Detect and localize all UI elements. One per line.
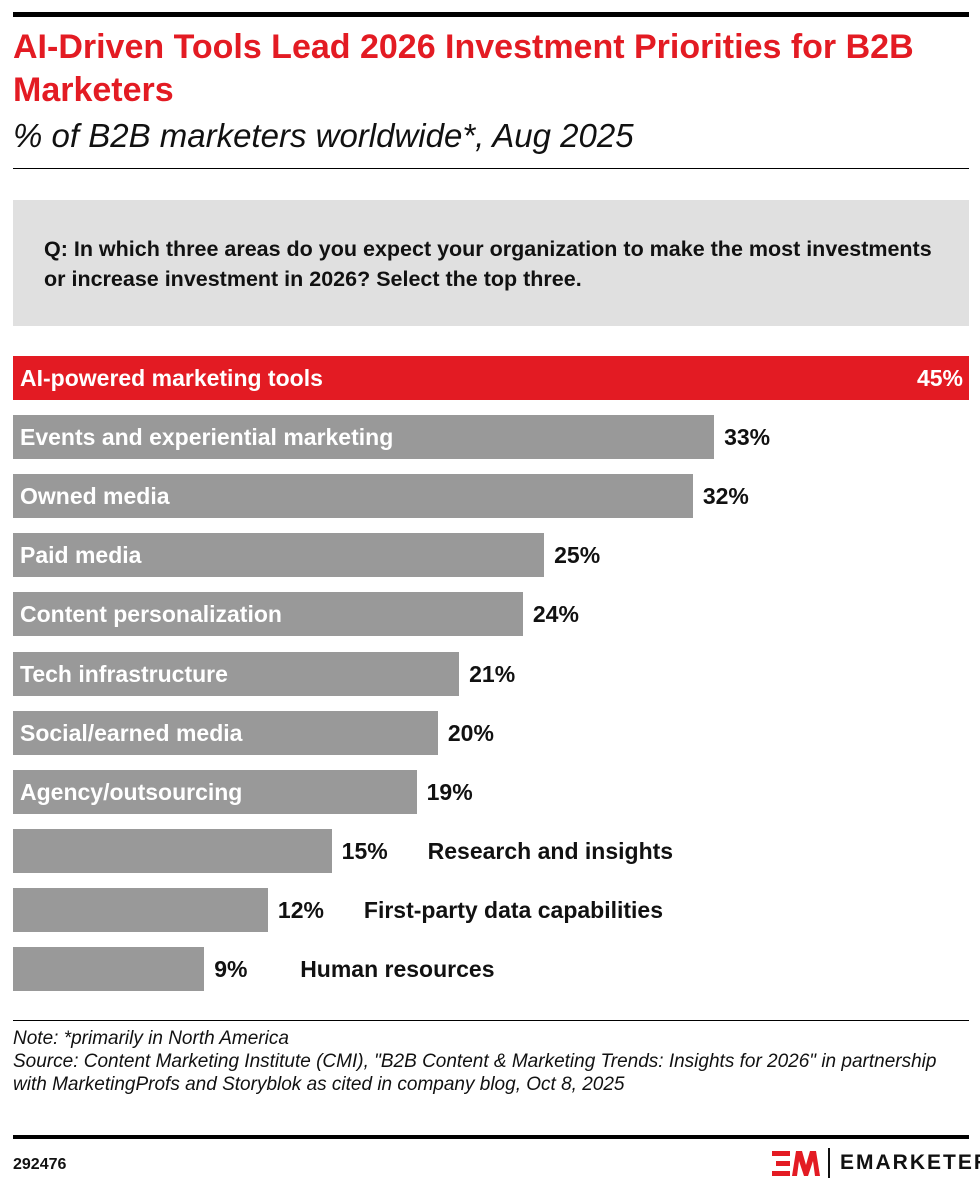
bar	[13, 533, 545, 578]
logo-divider	[828, 1148, 830, 1178]
source-text: Source: Content Marketing Institute (CMI…	[13, 1051, 937, 1095]
question-box: Q: In which three areas do you expect yo…	[13, 200, 969, 326]
value-label: 45%	[916, 365, 963, 391]
bottom-rule	[13, 1135, 969, 1139]
chart-subtitle: % of B2B marketers worldwide*, Aug 2025	[13, 117, 634, 154]
value-label: 24%	[532, 601, 579, 628]
bar	[13, 651, 460, 696]
bar	[13, 769, 417, 814]
category-label: Owned media	[20, 483, 170, 510]
bar	[13, 474, 693, 519]
bar	[13, 592, 523, 637]
em-logo-icon	[772, 1151, 820, 1176]
value-label: 33%	[724, 424, 771, 451]
value-label: 19%	[426, 778, 473, 805]
category-label: Research and insights	[427, 837, 674, 864]
value-label: 20%	[447, 719, 494, 746]
bar	[13, 710, 438, 755]
note-text: Note: *primarily in North America	[13, 1028, 289, 1049]
chart-id: 292476	[13, 1156, 67, 1173]
category-label: Content personalization	[20, 601, 282, 628]
bar	[13, 415, 715, 460]
category-label: Social/earned media	[20, 719, 243, 746]
divider	[13, 1020, 969, 1021]
category-label: Paid media	[20, 542, 142, 569]
value-label: 12%	[277, 896, 324, 923]
divider	[13, 168, 969, 169]
category-label: First-party data capabilities	[363, 896, 664, 923]
chart-title: AI-Driven Tools Lead 2026 Investment Pri…	[13, 28, 914, 109]
brand-name: EMARKETER	[840, 1151, 980, 1174]
bar	[13, 887, 268, 932]
category-label: AI-powered marketing tools	[20, 365, 323, 391]
category-label: Human resources	[300, 956, 495, 982]
bar	[13, 947, 205, 991]
emarketer-logo: EMARKETER	[772, 1148, 980, 1178]
bar	[13, 828, 332, 873]
value-label: 32%	[702, 483, 749, 510]
notes: Note: *primarily in North America Source…	[13, 1027, 953, 1096]
top-rule	[13, 12, 969, 17]
bar	[13, 356, 969, 400]
category-label: Events and experiential marketing	[20, 424, 394, 451]
category-label: Agency/outsourcing	[20, 778, 243, 805]
value-label: 21%	[469, 660, 516, 687]
value-label: 15%	[341, 837, 388, 864]
value-label: 25%	[554, 542, 601, 569]
value-label: 9%	[214, 956, 248, 982]
category-label: Tech infrastructure	[20, 660, 228, 687]
question-text: Q: In which three areas do you expect yo…	[44, 237, 932, 291]
